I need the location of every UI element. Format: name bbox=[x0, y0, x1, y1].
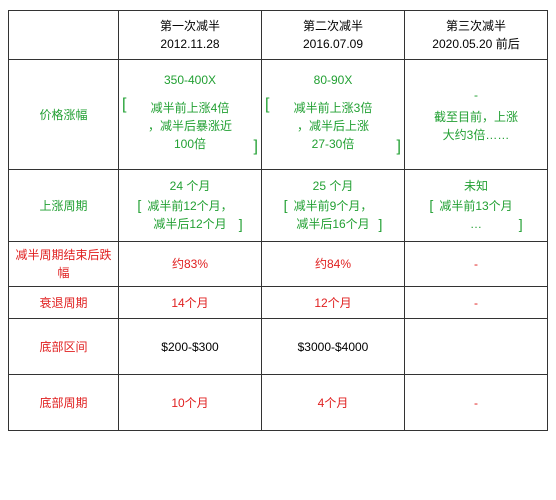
row-post-drop: 减半周期结束后跌幅 约83% 约84% - bbox=[9, 242, 548, 287]
upcycle-1-bracket: 减半前12个月， 减半后12个月 bbox=[139, 195, 240, 235]
row-price-gain: 价格涨幅 350-400X 减半前上涨4倍 ，减半后暴涨近 100倍 80-90… bbox=[9, 60, 548, 170]
detail-3-l2: 大约3倍…… bbox=[443, 128, 510, 142]
label-post-drop: 减半周期结束后跌幅 bbox=[9, 242, 119, 287]
row-up-cycle: 上涨周期 24 个月 减半前12个月， 减半后12个月 25 个月 减半前9个月… bbox=[9, 170, 548, 242]
cell-range-2: $3000-$4000 bbox=[262, 319, 405, 375]
upcycle-3-bracket: 减半前13个月 … bbox=[431, 195, 520, 235]
upcycle-1-top: 24 个月 bbox=[170, 179, 211, 193]
cell-post-drop-2: 约84% bbox=[262, 242, 405, 287]
upcycle-3-l2: … bbox=[470, 217, 482, 231]
col-title-2: 第二次减半 bbox=[303, 19, 363, 33]
cell-range-1: $200-$300 bbox=[119, 319, 262, 375]
cell-up-cycle-3: 未知 减半前13个月 … bbox=[405, 170, 548, 242]
detail-2-l3: 27-30倍 bbox=[312, 137, 355, 151]
cell-range-3 bbox=[405, 319, 548, 375]
upcycle-3-l1: 减半前13个月 bbox=[439, 199, 512, 213]
row-decline-cycle: 衰退周期 14个月 12个月 - bbox=[9, 287, 548, 319]
detail-3: 截至目前，上涨 大约3倍…… bbox=[408, 108, 544, 144]
detail-1-l1: 减半前上涨4倍 bbox=[151, 101, 230, 115]
col-date-1: 2012.11.28 bbox=[160, 37, 219, 51]
row-bottom-range: 底部区间 $200-$300 $3000-$4000 bbox=[9, 319, 548, 375]
detail-1-l2: ，减半后暴涨近 bbox=[148, 119, 232, 133]
detail-2: 减半前上涨3倍 ，减半后上涨 27-30倍 bbox=[265, 93, 401, 159]
cell-post-drop-1: 约83% bbox=[119, 242, 262, 287]
cell-decline-3: - bbox=[405, 287, 548, 319]
cell-up-cycle-2: 25 个月 减半前9个月， 减半后16个月 bbox=[262, 170, 405, 242]
detail-2-l2: ，减半后上涨 bbox=[297, 119, 369, 133]
detail-3-l1: 截至目前，上涨 bbox=[434, 110, 518, 124]
label-up-cycle: 上涨周期 bbox=[9, 170, 119, 242]
col-header-3: 第三次减半 2020.05.20 前后 bbox=[405, 11, 548, 60]
col-date-2: 2016.07.09 bbox=[303, 37, 363, 51]
multiplier-3: - bbox=[408, 86, 544, 104]
corner-blank bbox=[9, 11, 119, 60]
col-header-2: 第二次减半 2016.07.09 bbox=[262, 11, 405, 60]
upcycle-2-l1: 减半前9个月， bbox=[294, 199, 373, 213]
label-price-gain: 价格涨幅 bbox=[9, 60, 119, 170]
cell-price-gain-2: 80-90X 减半前上涨3倍 ，减半后上涨 27-30倍 bbox=[262, 60, 405, 170]
cell-post-drop-3: - bbox=[405, 242, 548, 287]
label-bottom-range: 底部区间 bbox=[9, 319, 119, 375]
upcycle-1-l2: 减半后12个月 bbox=[153, 217, 226, 231]
header-row: 第一次减半 2012.11.28 第二次减半 2016.07.09 第三次减半 … bbox=[9, 11, 548, 60]
upcycle-2-bracket: 减半前9个月， 减半后16个月 bbox=[286, 195, 381, 235]
cell-up-cycle-1: 24 个月 减半前12个月， 减半后12个月 bbox=[119, 170, 262, 242]
multiplier-2: 80-90X bbox=[265, 71, 401, 89]
cell-price-gain-1: 350-400X 减半前上涨4倍 ，减半后暴涨近 100倍 bbox=[119, 60, 262, 170]
detail-1: 减半前上涨4倍 ，减半后暴涨近 100倍 bbox=[122, 93, 258, 159]
cell-bcycle-2: 4个月 bbox=[262, 375, 405, 431]
cell-price-gain-3: - 截至目前，上涨 大约3倍…… bbox=[405, 60, 548, 170]
upcycle-1-l1: 减半前12个月， bbox=[147, 199, 232, 213]
col-header-1: 第一次减半 2012.11.28 bbox=[119, 11, 262, 60]
upcycle-3-top: 未知 bbox=[464, 179, 488, 193]
cell-decline-2: 12个月 bbox=[262, 287, 405, 319]
label-decline-cycle: 衰退周期 bbox=[9, 287, 119, 319]
row-bottom-cycle: 底部周期 10个月 4个月 - bbox=[9, 375, 548, 431]
cell-decline-1: 14个月 bbox=[119, 287, 262, 319]
col-title-3: 第三次减半 bbox=[446, 19, 506, 33]
cell-bcycle-3: - bbox=[405, 375, 548, 431]
upcycle-2-l2: 减半后16个月 bbox=[296, 217, 369, 231]
upcycle-2-top: 25 个月 bbox=[313, 179, 354, 193]
col-title-1: 第一次减半 bbox=[160, 19, 220, 33]
cell-bcycle-1: 10个月 bbox=[119, 375, 262, 431]
detail-1-l3: 100倍 bbox=[174, 137, 206, 151]
col-date-3: 2020.05.20 前后 bbox=[432, 37, 519, 51]
detail-2-l1: 减半前上涨3倍 bbox=[294, 101, 373, 115]
label-bottom-cycle: 底部周期 bbox=[9, 375, 119, 431]
multiplier-1: 350-400X bbox=[122, 71, 258, 89]
halving-table: 第一次减半 2012.11.28 第二次减半 2016.07.09 第三次减半 … bbox=[8, 10, 548, 431]
